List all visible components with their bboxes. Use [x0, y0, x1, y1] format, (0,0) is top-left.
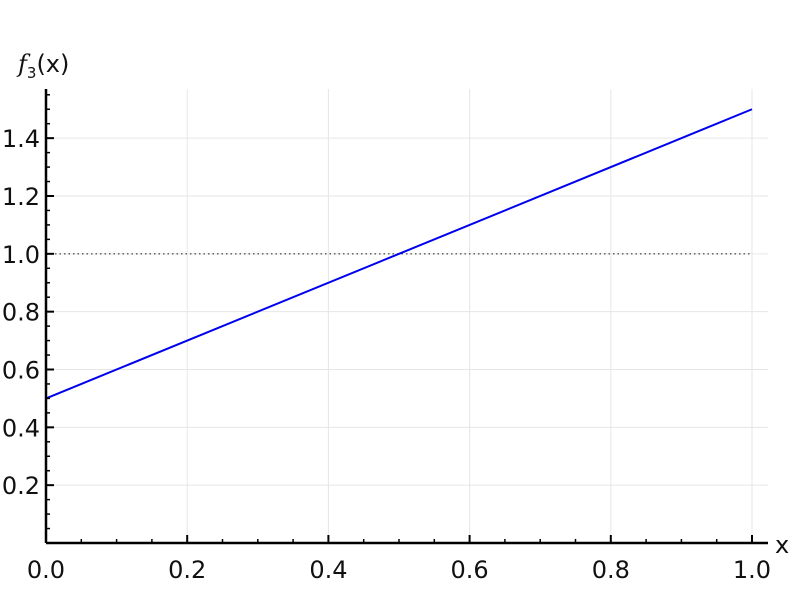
x-tick-label: 1.0 [733, 556, 771, 584]
x-axis-label: x [775, 531, 789, 559]
x-tick-label: 0.4 [309, 556, 347, 584]
y-tick-label: 1.4 [2, 125, 40, 153]
y-tick-label: 0.6 [2, 356, 40, 384]
y-tick-label: 0.8 [2, 299, 40, 327]
y-axis-label: f3(x) [16, 50, 69, 82]
y-tick-label: 0.2 [2, 472, 40, 500]
axis-layer: 0.0 0.2 0.4 0.6 0.8 1.0 0.2 0.4 0.6 0.8 1.0 1.2 1.4 [2, 89, 771, 584]
y-tick-label: 1.2 [2, 183, 40, 211]
x-tick-label: 0.6 [451, 556, 489, 584]
series-line [45, 108, 753, 400]
grid-layer [46, 89, 768, 543]
series-layer [45, 108, 753, 400]
y-tick-label: 0.4 [2, 414, 40, 442]
y-axis-label-subscript: 3 [27, 64, 37, 82]
x-tick-label: 0.0 [27, 556, 65, 584]
label-layer: x f3(x) [16, 50, 789, 559]
y-axis-label-suffix: (x) [36, 50, 69, 78]
y-tick-label: 1.0 [2, 241, 40, 269]
x-tick-label: 0.8 [592, 556, 630, 584]
x-tick-label: 0.2 [168, 556, 206, 584]
